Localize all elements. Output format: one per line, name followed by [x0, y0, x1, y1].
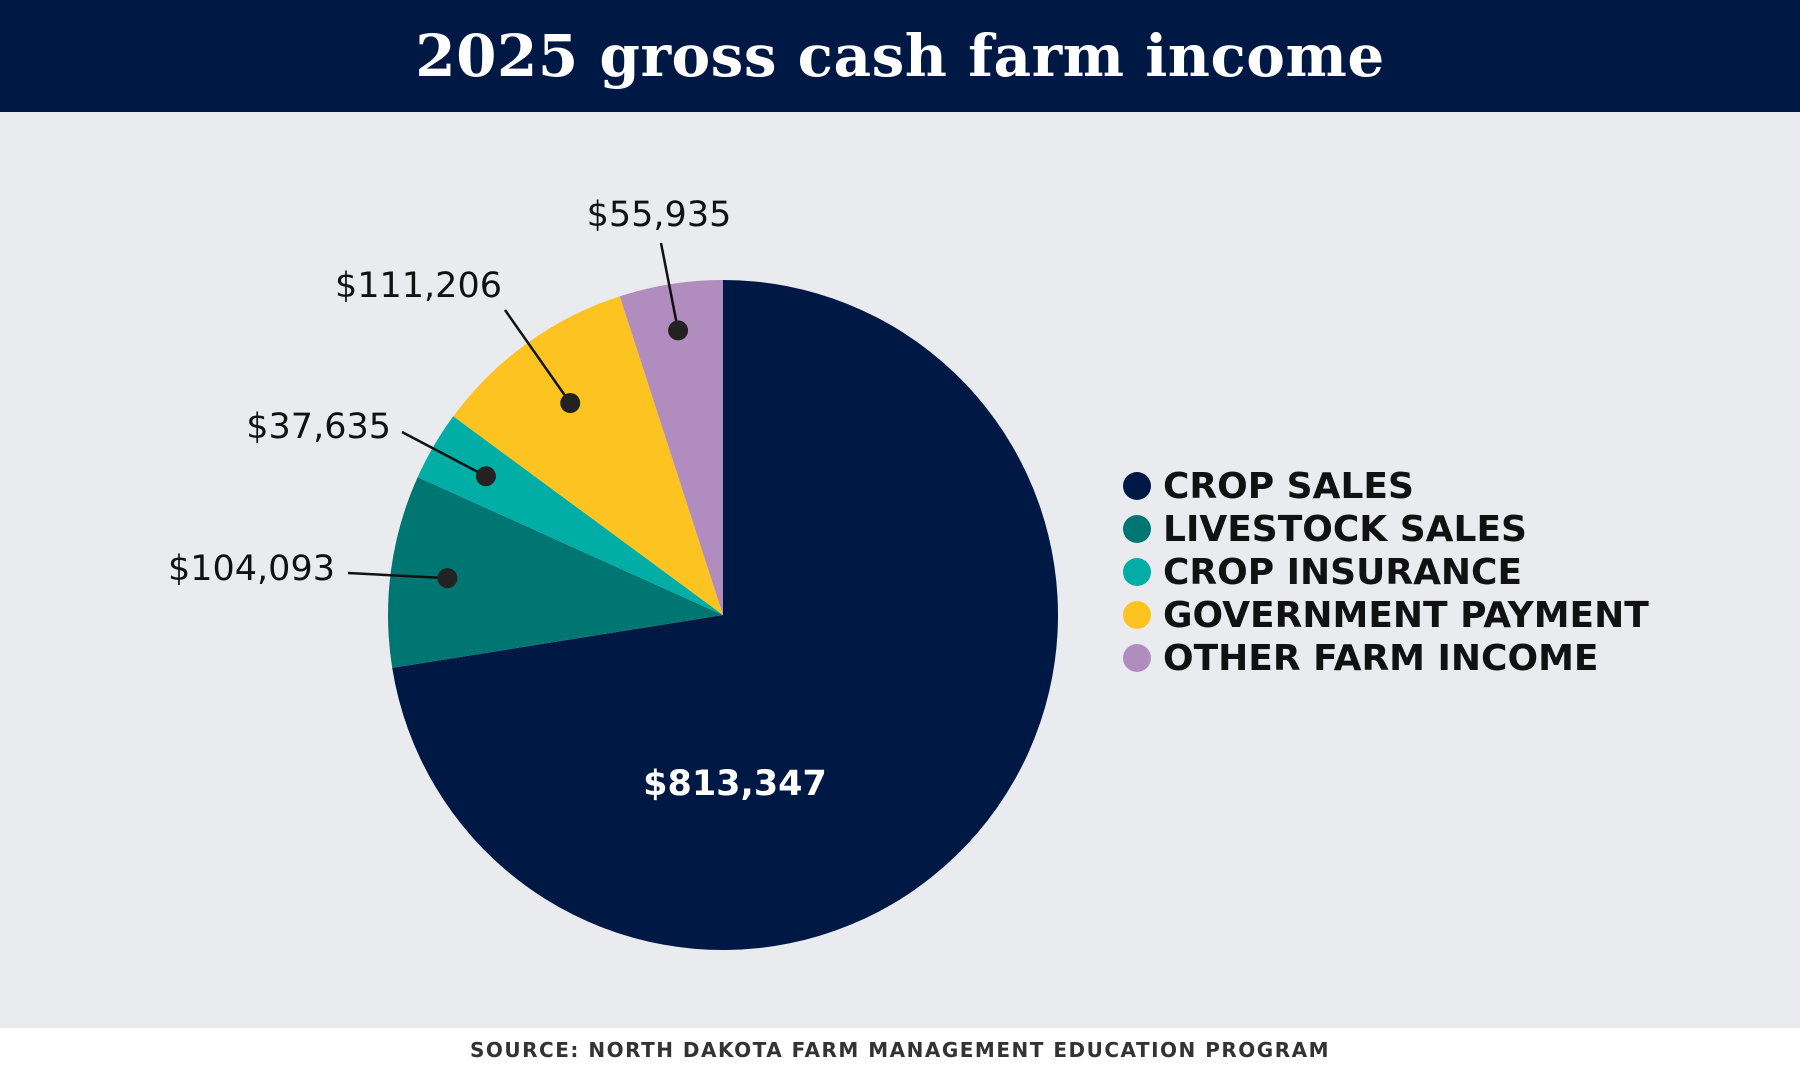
leader-line-government-payment — [503, 309, 572, 404]
legend-swatch-other-farm-income — [1123, 644, 1151, 672]
leader-dot-livestock-sales — [437, 568, 458, 589]
leader-line-crop-insurance — [401, 430, 487, 478]
chart-title: 2025 gross cash farm income — [415, 22, 1385, 90]
legend-swatch-crop-sales — [1123, 472, 1151, 500]
pie-slice-government-payment — [453, 296, 723, 615]
legend-swatch-government-payment — [1123, 601, 1151, 629]
value-label-other-farm-income: $55,935 — [587, 195, 732, 235]
pie-slice-crop-insurance — [417, 416, 723, 615]
legend-label-other-farm-income: OTHER FARM INCOME — [1163, 638, 1599, 679]
legend-swatch-livestock-sales — [1123, 515, 1151, 543]
legend-swatch-crop-insurance — [1123, 558, 1151, 586]
value-label-livestock-sales: $104,093 — [168, 549, 335, 589]
leader-dot-other-farm-income — [668, 320, 689, 341]
value-label-crop-sales: $813,347 — [643, 764, 827, 804]
pie-slice-crop-sales — [392, 280, 1058, 951]
source-note: SOURCE: NORTH DAKOTA FARM MANAGEMENT EDU… — [470, 1038, 1330, 1062]
chart-area: $813,347 $104,093 $37,635 $111,206 $55,935 CR… — [0, 112, 1800, 1028]
legend-label-crop-insurance: CROP INSURANCE — [1163, 552, 1522, 593]
pie-slice-livestock-sales — [388, 477, 723, 668]
title-bar: 2025 gross cash farm income — [0, 0, 1800, 112]
value-label-government-payment: $111,206 — [335, 266, 502, 306]
pie-chart: $813,347 $104,093 $37,635 $111,206 $55,935 CR… — [168, 195, 1649, 951]
legend-label-livestock-sales: LIVESTOCK SALES — [1163, 509, 1527, 550]
leader-line-livestock-sales — [347, 571, 448, 580]
pie-slice-other-farm-income — [619, 280, 723, 615]
leader-dot-government-payment — [560, 393, 581, 414]
legend-label-crop-sales: CROP SALES — [1163, 466, 1414, 507]
legend-label-government-payment: GOVERNMENT PAYMENT — [1163, 595, 1649, 636]
leader-dot-crop-insurance — [475, 466, 496, 487]
value-label-crop-insurance: $37,635 — [246, 407, 391, 447]
leader-line-other-farm-income — [659, 242, 680, 331]
